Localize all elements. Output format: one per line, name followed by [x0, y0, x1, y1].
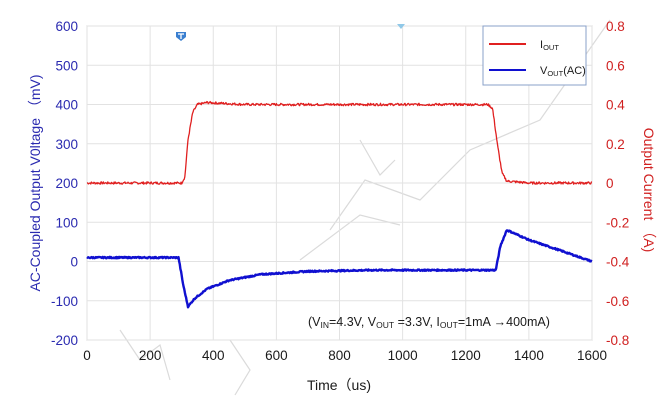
- left-tick-label: 300: [55, 137, 78, 152]
- x-tick-label: 800: [328, 348, 351, 363]
- x-tick-label: 600: [265, 348, 288, 363]
- x-tick-label: 0: [83, 348, 91, 363]
- x-tick-label: 1000: [388, 348, 418, 363]
- legend: IOUT VOUT(AC): [482, 25, 587, 86]
- right-tick-label: -0.8: [606, 333, 629, 348]
- right-tick-label: 0.6: [606, 58, 625, 73]
- legend-iout-label: IOUT: [540, 39, 559, 52]
- right-tick-label: -0.6: [606, 294, 629, 309]
- right-tick-label: -0.2: [606, 215, 629, 230]
- right-axis-title: Output Current （A): [641, 128, 657, 253]
- x-tick-label: 1200: [451, 348, 481, 363]
- right-tick-label: 0: [606, 176, 614, 191]
- legend-box: [482, 25, 587, 86]
- left-tick-label: 0: [70, 255, 78, 270]
- legend-vout-label: VOUT(AC): [540, 65, 586, 78]
- x-tick-label: 200: [139, 348, 162, 363]
- right-tick-label: 0.8: [606, 19, 625, 34]
- right-tick-label: 0.2: [606, 137, 625, 152]
- x-tick-label: 1400: [514, 348, 544, 363]
- watermark: [119, 19, 611, 396]
- left-tick-label: 200: [55, 176, 78, 191]
- x-axis-title: Time（us): [307, 377, 371, 393]
- right-tick-label: 0.4: [606, 98, 625, 113]
- series-line-iout: [86, 100, 593, 185]
- left-tick-label: 600: [55, 19, 78, 34]
- left-axis-title: AC-Coupled Output V0ltage （mV): [27, 74, 43, 291]
- time-marker-icon: [397, 24, 405, 29]
- left-tick-label: 100: [55, 215, 78, 230]
- left-tick-label: 400: [55, 98, 78, 113]
- left-tick-label: -100: [51, 294, 78, 309]
- test-condition-annotation: (VIN=4.3V, VOUT =3.3V, IOUT=1mA →400mA): [308, 315, 550, 330]
- right-axis-ticks: 0.8 0.6 0.4 0.2 0 -0.2 -0.4 -0.6 -0.8: [606, 19, 630, 348]
- x-tick-label: 400: [202, 348, 225, 363]
- left-axis-ticks: 600 500 400 300 200 100 0 -100 -200: [51, 19, 78, 348]
- series-line-vout: [86, 229, 593, 309]
- x-tick-label: 1600: [577, 348, 607, 363]
- series-layer: [86, 100, 593, 309]
- right-tick-label: -0.4: [606, 255, 630, 270]
- left-tick-label: 500: [55, 58, 78, 73]
- left-tick-label: -200: [51, 333, 78, 348]
- trigger-marker-icon: [176, 32, 186, 41]
- x-axis-ticks: 0 200 400 600 800 1000 1200 1400 1600: [83, 348, 607, 363]
